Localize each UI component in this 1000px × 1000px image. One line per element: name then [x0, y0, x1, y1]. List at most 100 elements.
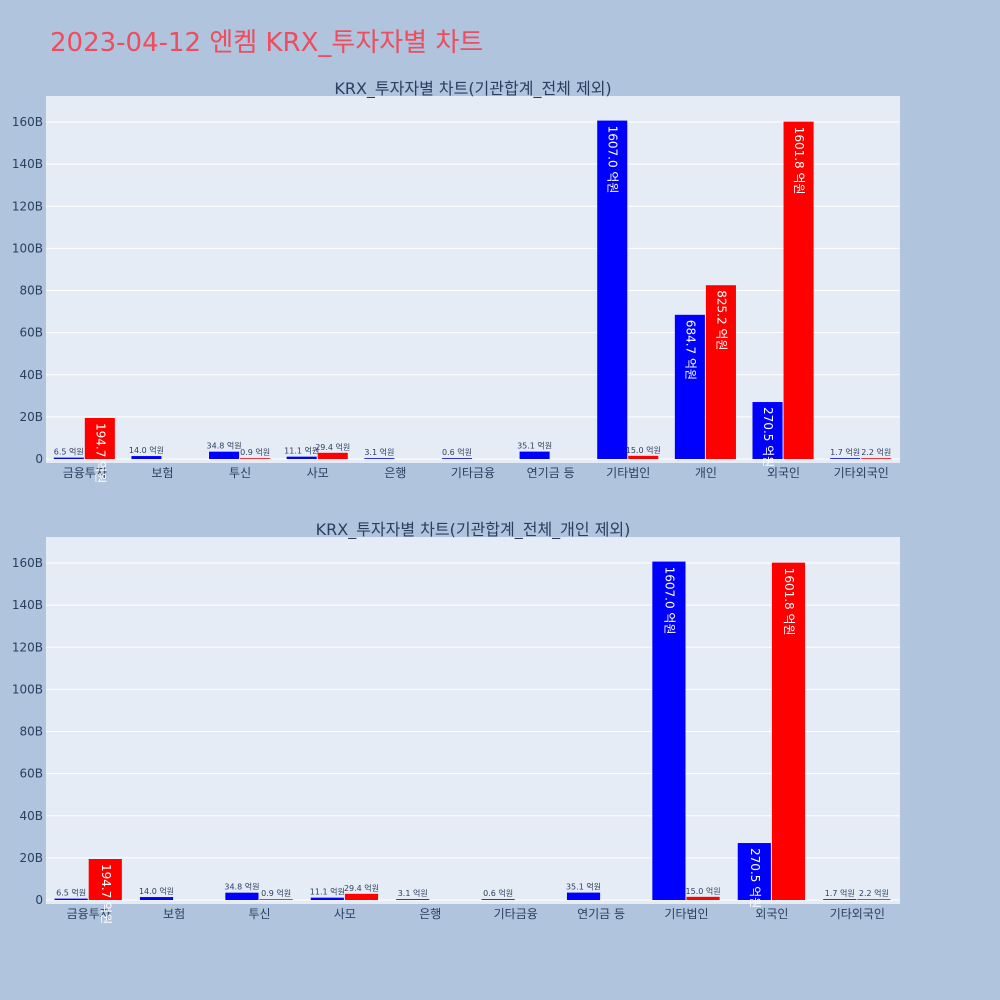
data-label: 35.1 억원 — [566, 882, 601, 892]
bar — [441, 458, 472, 459]
bar — [705, 285, 736, 459]
y-tick-label: 160B — [12, 556, 43, 570]
x-tick-label: 보험 — [163, 907, 185, 921]
chart-panel-2: 0 20B 40B 60B 80B 100B 120B 140B 160B KRX_투자자별 차트… — [12, 520, 900, 924]
data-label: 1607.0 억원 — [606, 126, 620, 194]
data-label: 2.2 억원 — [861, 447, 891, 457]
data-label: 14.0 억원 — [139, 886, 174, 896]
bar — [752, 402, 783, 459]
plot-area — [46, 537, 900, 904]
data-label: 1.7 억원 — [830, 447, 860, 457]
y-tick-label: 60B — [19, 767, 43, 781]
bar — [139, 897, 174, 900]
bar — [286, 456, 317, 459]
data-label: 6.5 억원 — [56, 888, 86, 898]
bar — [396, 899, 430, 900]
bar — [481, 899, 515, 900]
data-label: 14.0 억원 — [129, 445, 164, 455]
x-tick-label: 기타법인 — [664, 907, 708, 921]
bar — [54, 898, 88, 900]
x-tick-label: 기타금융 — [494, 907, 538, 921]
y-tick-label: 80B — [19, 284, 43, 298]
bar — [519, 451, 550, 459]
data-label: 11.1 억원 — [284, 446, 319, 456]
bar — [857, 899, 891, 900]
y-tick-label: 120B — [12, 640, 43, 654]
data-label: 3.1 억원 — [364, 447, 394, 457]
bar — [364, 458, 395, 459]
bar — [783, 121, 814, 460]
y-tick-label: 100B — [12, 682, 43, 696]
x-tick-label: 연기금 등 — [577, 907, 625, 921]
bar — [830, 458, 861, 459]
x-tick-label: 기타금융 — [451, 466, 495, 480]
bar — [84, 417, 115, 459]
y-tick-label: 120B — [12, 199, 43, 213]
x-tick-label: 기타외국인 — [830, 907, 885, 921]
x-tick-label: 외국인 — [755, 907, 788, 921]
bar — [652, 561, 686, 900]
data-label: 3.1 억원 — [398, 888, 428, 898]
data-label: 194.7 억원 — [99, 864, 113, 924]
page-title: 2023-04-12 엔켐 KRX_투자자별 차트 — [50, 28, 484, 58]
data-label: 15.0 억원 — [686, 886, 721, 896]
bar — [317, 452, 348, 459]
x-tick-label: 개인 — [695, 466, 717, 480]
chart-panel-1: 0 20B 40B 60B 80B 100B 120B 140B 160B KRX_투자자별 차트… — [12, 79, 900, 483]
data-label: 11.1 억원 — [310, 887, 345, 897]
data-label: 35.1 억원 — [517, 441, 552, 451]
y-tick-label: 20B — [19, 410, 43, 424]
data-label: 0.6 억원 — [442, 447, 472, 457]
x-tick-label: 기타외국인 — [834, 466, 889, 480]
bar — [674, 314, 705, 459]
x-tick-label: 외국인 — [767, 466, 800, 480]
data-label: 270.5 억원 — [748, 848, 762, 908]
data-label: 0.9 억원 — [261, 888, 291, 898]
data-label: 825.2 억원 — [714, 290, 728, 350]
data-label: 1.7 억원 — [825, 888, 855, 898]
bar — [597, 120, 628, 459]
x-tick-label: 기타법인 — [606, 466, 650, 480]
data-label: 1607.0 억원 — [662, 567, 676, 635]
data-label: 2.2 억원 — [859, 888, 889, 898]
x-tick-label: 보험 — [151, 466, 173, 480]
data-label: 194.7 억원 — [93, 423, 107, 483]
y-tick-label: 100B — [12, 241, 43, 255]
y-tick-label: 40B — [19, 368, 43, 382]
subplot-title: KRX_투자자별 차트(기관합계_전체 제외) — [334, 79, 611, 99]
bar — [310, 897, 344, 900]
bar — [686, 896, 720, 900]
bar — [737, 843, 771, 900]
bar — [344, 893, 379, 900]
y-tick-label: 60B — [19, 326, 43, 340]
x-tick-label: 은행 — [384, 465, 406, 480]
bar — [259, 899, 293, 900]
bar — [225, 892, 259, 900]
y-tick-label: 140B — [12, 598, 43, 612]
subplot-title: KRX_투자자별 차트(기관합계_전체_개인 제외) — [316, 520, 631, 540]
y-tick-label: 40B — [19, 809, 43, 823]
bar — [566, 892, 601, 900]
data-label: 0.9 억원 — [240, 447, 270, 457]
bar — [53, 457, 84, 459]
x-tick-label: 사모 — [307, 466, 329, 480]
data-label: 34.8 억원 — [207, 441, 242, 451]
x-tick-label: 투신 — [229, 466, 251, 480]
bar — [628, 455, 659, 459]
bar — [209, 451, 240, 459]
plot-area — [46, 96, 900, 463]
x-tick-label: 사모 — [334, 907, 356, 921]
data-label: 29.4 억원 — [344, 883, 379, 893]
y-tick-label: 0 — [35, 893, 43, 907]
data-label: 684.7 억원 — [683, 320, 697, 380]
bar — [131, 456, 162, 459]
bar — [240, 458, 271, 459]
y-tick-label: 0 — [35, 452, 43, 466]
bar — [823, 899, 857, 900]
x-tick-label: 금융투자 — [63, 466, 107, 480]
data-label: 270.5 억원 — [761, 407, 775, 467]
data-label: 34.8 억원 — [224, 882, 259, 892]
x-tick-label: 투신 — [248, 907, 270, 921]
y-tick-label: 20B — [19, 851, 43, 865]
data-label: 15.0 억원 — [626, 445, 661, 455]
